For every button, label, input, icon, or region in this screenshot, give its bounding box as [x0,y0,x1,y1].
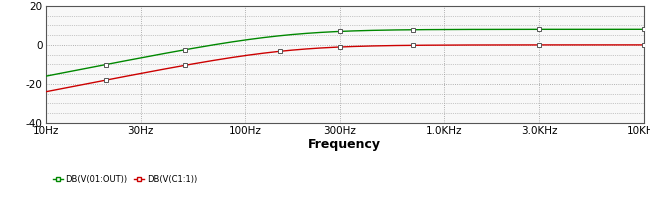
Legend: DB(V(01:OUT)), DB(V(C1:1)): DB(V(01:OUT)), DB(V(C1:1)) [49,171,200,187]
X-axis label: Frequency: Frequency [308,138,381,151]
